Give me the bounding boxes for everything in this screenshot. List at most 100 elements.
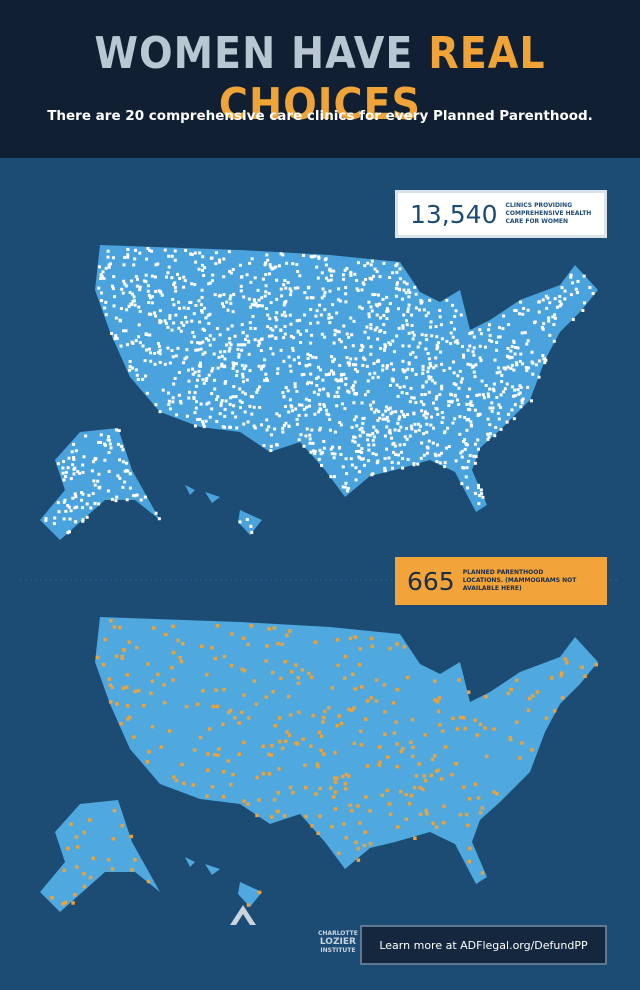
clinic-dot — [254, 702, 259, 706]
clinic-dot — [358, 450, 362, 454]
clinic-dot — [412, 463, 416, 467]
clinic-dot — [511, 394, 515, 398]
clinic-dot — [425, 422, 429, 426]
clinic-dot — [264, 261, 268, 265]
clinic-dot — [246, 716, 251, 720]
clinic-dot — [369, 323, 373, 327]
clinic-dot — [542, 357, 546, 361]
clinic-dot — [469, 423, 473, 427]
clinic-dot — [457, 678, 461, 682]
clinic-dot — [503, 366, 507, 370]
clinic-dot — [173, 249, 177, 253]
clinic-dot — [358, 821, 362, 825]
clinic-dot — [167, 254, 171, 258]
clinic-dot — [139, 498, 143, 502]
clinic-dot — [506, 346, 510, 350]
clinic-dot — [388, 812, 393, 816]
clinic-dot — [129, 302, 133, 306]
line: CLINICS PROVIDING — [505, 202, 573, 209]
clinic-dot — [121, 460, 125, 464]
clinic-dot — [431, 821, 435, 826]
clinic-dot — [478, 722, 483, 727]
clinic-dot — [257, 890, 262, 895]
clinic-dot — [475, 393, 479, 397]
clinic-dot — [353, 367, 357, 371]
clinic-dot — [518, 391, 522, 395]
clinic-dot — [353, 440, 357, 444]
clinic-dot — [385, 425, 389, 429]
clinic-dot — [432, 679, 437, 684]
clinic-dot — [372, 425, 376, 429]
clinic-dot — [174, 289, 178, 293]
clinic-dot — [264, 372, 268, 376]
clinic-dot — [170, 328, 174, 332]
clinic-dot — [147, 301, 151, 305]
clinic-dot — [144, 374, 148, 378]
clinic-dot — [167, 399, 171, 403]
clinic-dot — [468, 846, 472, 851]
clinic-dot — [230, 632, 234, 636]
clinic-dot — [357, 443, 361, 447]
clinic-dot — [227, 349, 231, 353]
clinic-dot — [343, 781, 348, 786]
clinic-dot — [107, 438, 111, 442]
clinic-dot — [265, 377, 269, 381]
clinic-dot — [284, 314, 288, 318]
clinic-dot — [282, 395, 286, 399]
clinic-dot — [468, 344, 472, 348]
clinic-dot — [337, 714, 342, 718]
clinic-dot — [220, 302, 224, 306]
clinic-dot — [412, 396, 416, 400]
clinic-dot — [212, 752, 217, 757]
clinic-dot — [69, 509, 73, 513]
clinic-dot — [198, 251, 202, 255]
clinic-dot — [354, 478, 358, 482]
clinic-dot — [242, 799, 246, 803]
clinic-dot — [351, 439, 355, 443]
clinic-dot — [305, 427, 309, 431]
clinic-dot — [388, 302, 392, 306]
clinic-dot — [258, 385, 262, 389]
clinic-dot — [214, 688, 218, 692]
clinic-dot — [64, 509, 68, 513]
clinic-dot — [506, 412, 510, 416]
clinic-dot — [480, 492, 484, 496]
clinic-dot — [279, 676, 283, 681]
clinic-dot — [114, 654, 119, 659]
clinic-dot — [289, 289, 293, 293]
clinic-dot — [240, 710, 244, 715]
clinic-dot — [395, 687, 400, 692]
clinic-dot — [166, 346, 170, 350]
clinic-dot — [433, 381, 437, 385]
clinic-dot — [368, 276, 372, 280]
land — [185, 857, 195, 867]
clinic-dot — [454, 459, 458, 463]
clinic-dot — [373, 328, 377, 332]
clinic-dot — [114, 316, 118, 320]
clinic-dot — [253, 426, 257, 430]
clinic-dot — [171, 624, 175, 629]
clinic-dot — [390, 436, 394, 440]
clinic-dot — [473, 442, 477, 446]
clinic-dot — [344, 377, 348, 381]
clinic-dot — [249, 305, 253, 309]
clinic-dot — [293, 385, 297, 389]
clinic-dot — [340, 402, 344, 406]
clinic-dot — [368, 372, 372, 376]
clinic-dot — [336, 298, 340, 302]
clinic-dot — [487, 395, 491, 399]
link[interactable]: Learn more at ADFlegal.org/DefundPP — [360, 925, 607, 965]
clinic-dot — [452, 360, 456, 364]
clinic-dot — [378, 330, 382, 334]
clinic-dot — [62, 517, 66, 521]
logo-icon — [230, 905, 256, 925]
clinic-dot — [293, 382, 297, 386]
clinic-dot — [371, 400, 375, 404]
clinic-dot — [439, 777, 444, 781]
clinic-dot — [463, 447, 467, 451]
clinic-dot — [216, 395, 220, 399]
clinic-dot — [391, 701, 396, 705]
clinic-dot — [201, 689, 205, 693]
clinic-dot — [242, 693, 246, 697]
clinic-dot — [166, 325, 170, 329]
